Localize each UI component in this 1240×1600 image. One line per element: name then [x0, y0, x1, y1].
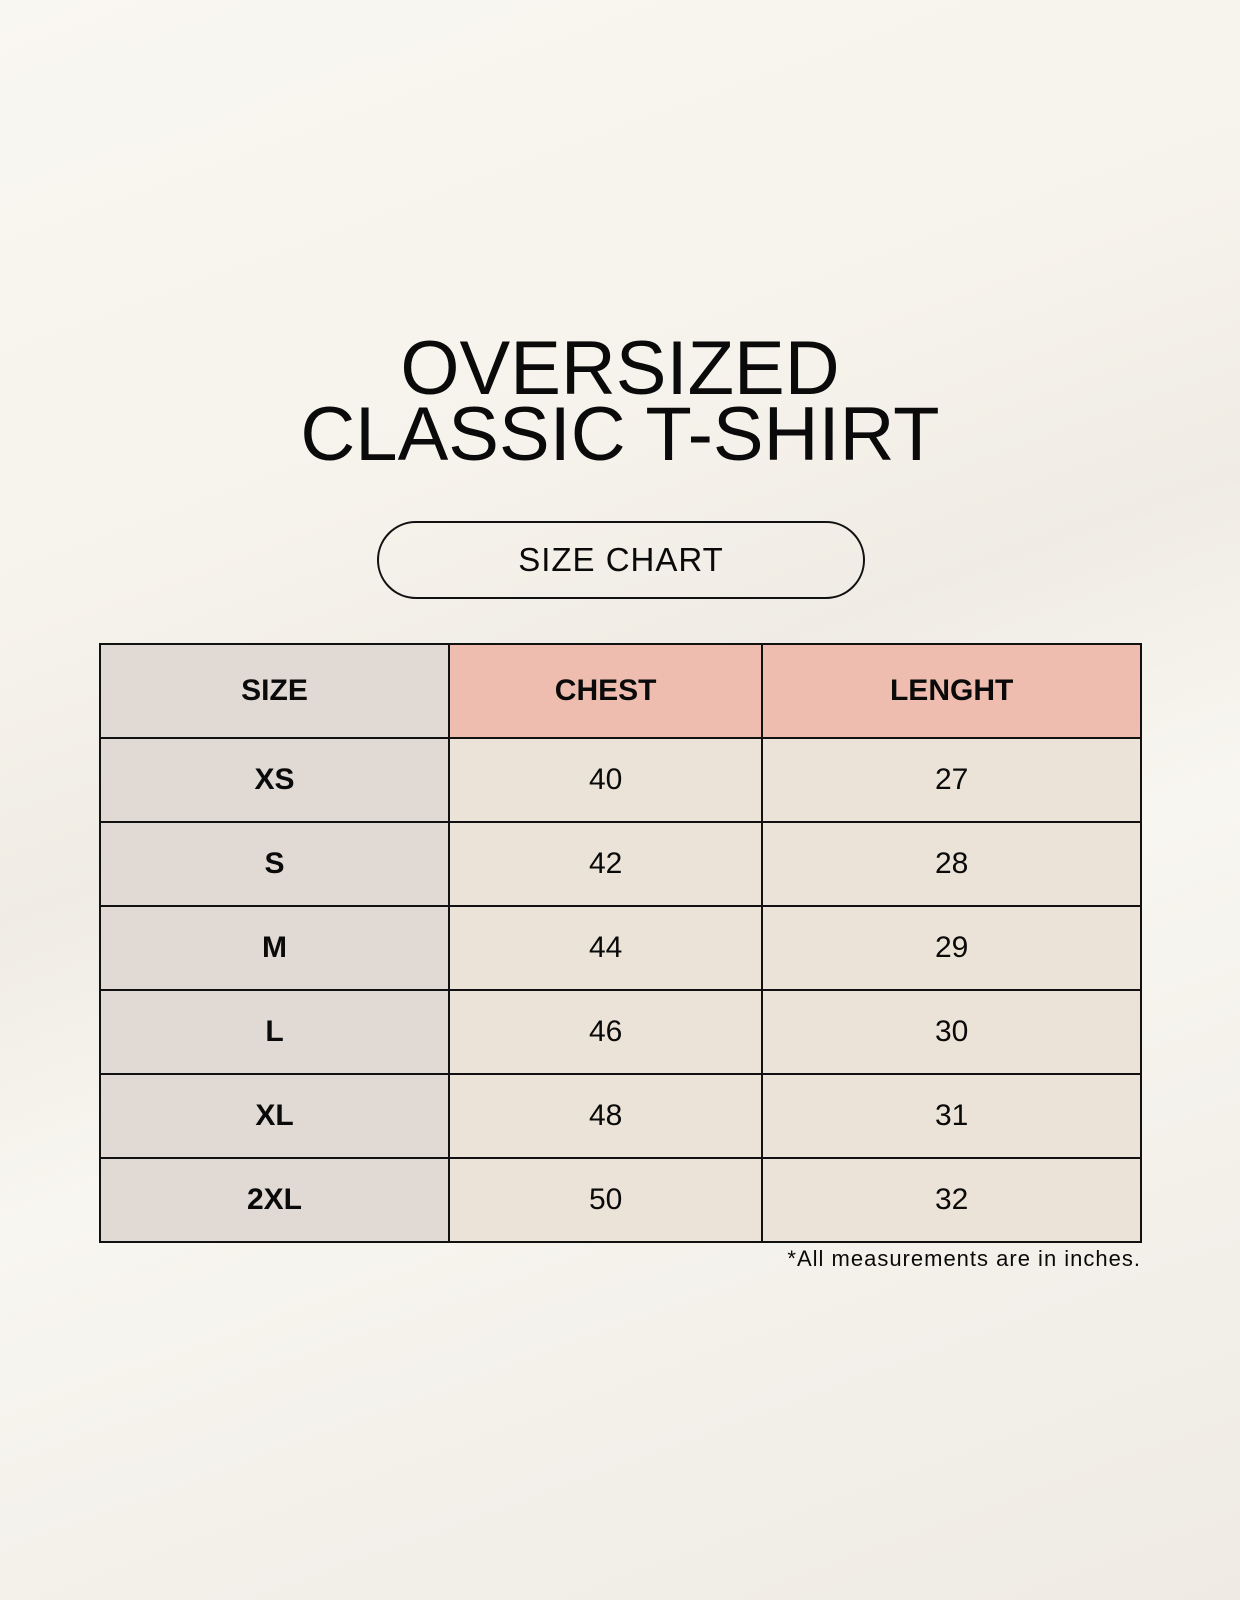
length-cell: 31: [761, 1073, 1142, 1159]
header-size: SIZE: [99, 643, 450, 739]
size-table: SIZE CHEST LENGHT XS 40 27 S 42 28 M 44 29 L 46 30 X…: [99, 643, 1142, 1243]
size-cell: XS: [99, 737, 450, 823]
chest-cell: 44: [447, 905, 764, 991]
header-chest: CHEST: [447, 643, 764, 739]
table-row: 2XL 50 32: [99, 1157, 1142, 1243]
length-cell: 28: [761, 821, 1142, 907]
title-line-1: OVERSIZED: [400, 326, 840, 411]
table-row: L 46 30: [99, 989, 1142, 1075]
table-header-row: SIZE CHEST LENGHT: [99, 643, 1142, 739]
chest-cell: 46: [447, 989, 764, 1075]
size-cell: S: [99, 821, 450, 907]
length-cell: 30: [761, 989, 1142, 1075]
title-line-2: CLASSIC T-SHIRT: [300, 392, 940, 477]
table-row: XS 40 27: [99, 737, 1142, 823]
header-length: LENGHT: [761, 643, 1142, 739]
length-cell: 27: [761, 737, 1142, 823]
size-cell: L: [99, 989, 450, 1075]
length-cell: 32: [761, 1157, 1142, 1243]
size-chart-badge: SIZE CHART: [377, 521, 865, 599]
chest-cell: 42: [447, 821, 764, 907]
footnote: *All measurements are in inches.: [787, 1246, 1141, 1271]
table-row: S 42 28: [99, 821, 1142, 907]
chest-cell: 40: [447, 737, 764, 823]
length-cell: 29: [761, 905, 1142, 991]
size-cell: M: [99, 905, 450, 991]
size-cell: XL: [99, 1073, 450, 1159]
page-title: OVERSIZED CLASSIC T-SHIRT: [0, 326, 1240, 477]
table-row: XL 48 31: [99, 1073, 1142, 1159]
size-cell: 2XL: [99, 1157, 450, 1243]
chest-cell: 48: [447, 1073, 764, 1159]
table-row: M 44 29: [99, 905, 1142, 991]
chest-cell: 50: [447, 1157, 764, 1243]
